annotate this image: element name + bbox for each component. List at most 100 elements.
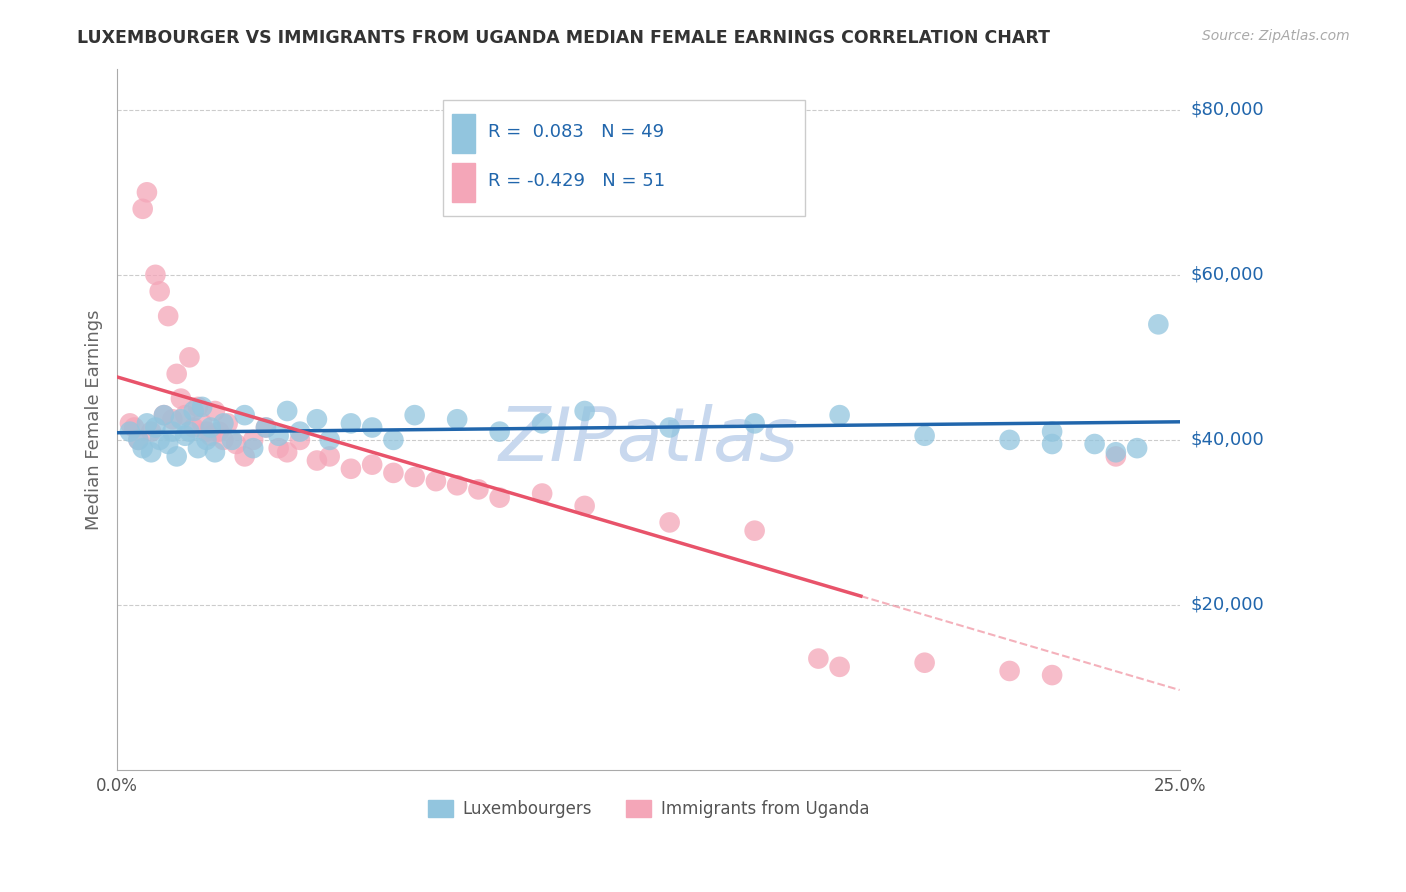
Text: R =  0.083   N = 49: R = 0.083 N = 49 (488, 123, 664, 141)
Point (998, 433, 1021, 447)
Point (153, 408, 176, 422)
Point (141, 425, 163, 439)
Point (157, 309, 180, 323)
Point (145, 420, 167, 434)
Point (254, 420, 277, 434)
Point (136, 186, 159, 200)
Point (233, 450, 256, 464)
Point (828, 660, 851, 674)
Point (118, 425, 141, 439)
Point (170, 412, 193, 426)
Text: $40,000: $40,000 (1191, 431, 1264, 449)
Text: $60,000: $60,000 (1191, 266, 1264, 284)
Point (208, 425, 231, 439)
Point (242, 433, 264, 447)
Point (118, 417, 141, 431)
Point (467, 483, 489, 497)
Point (183, 404, 205, 418)
Point (127, 433, 149, 447)
Point (658, 420, 681, 434)
Point (404, 408, 426, 422)
Point (914, 656, 936, 670)
Point (233, 408, 256, 422)
Point (531, 486, 554, 500)
Point (131, 441, 153, 455)
Point (225, 437, 247, 451)
Y-axis label: Median Female Earnings: Median Female Earnings (86, 309, 103, 530)
Point (174, 408, 197, 422)
Point (744, 417, 766, 431)
Point (131, 202, 153, 216)
Point (174, 429, 197, 443)
Point (276, 445, 298, 459)
Point (166, 450, 188, 464)
Point (1084, 437, 1107, 451)
Point (212, 433, 235, 447)
Point (242, 441, 264, 455)
Point (276, 404, 298, 418)
Text: LUXEMBOURGER VS IMMIGRANTS FROM UGANDA MEDIAN FEMALE EARNINGS CORRELATION CHART: LUXEMBOURGER VS IMMIGRANTS FROM UGANDA M… (77, 29, 1050, 47)
Point (122, 420, 145, 434)
Point (127, 433, 149, 447)
Point (195, 433, 218, 447)
Point (153, 408, 176, 422)
Text: R = -0.429   N = 51: R = -0.429 N = 51 (488, 172, 665, 190)
Point (658, 516, 681, 530)
Text: $80,000: $80,000 (1191, 101, 1264, 119)
Point (914, 429, 936, 443)
Point (574, 499, 596, 513)
Point (1105, 450, 1128, 464)
Point (195, 425, 218, 439)
Point (425, 474, 447, 488)
Point (288, 433, 311, 447)
Point (382, 466, 405, 480)
Point (531, 417, 554, 431)
Point (267, 441, 290, 455)
Point (183, 420, 205, 434)
Point (179, 351, 201, 365)
Point (1040, 668, 1063, 682)
Point (200, 420, 222, 434)
Point (361, 458, 384, 472)
Point (318, 433, 340, 447)
Point (340, 462, 363, 476)
Point (267, 429, 290, 443)
Point (166, 367, 188, 381)
Point (179, 425, 201, 439)
Point (1126, 441, 1149, 455)
Point (361, 420, 384, 434)
Point (488, 491, 510, 505)
Point (254, 420, 277, 434)
Point (217, 417, 239, 431)
Point (170, 392, 193, 406)
Point (305, 453, 328, 467)
Point (200, 429, 222, 443)
Point (157, 437, 180, 451)
Point (1105, 445, 1128, 459)
Point (1040, 425, 1063, 439)
Point (1040, 437, 1063, 451)
Point (828, 408, 851, 422)
Text: Source: ZipAtlas.com: Source: ZipAtlas.com (1202, 29, 1350, 44)
Point (305, 412, 328, 426)
Point (187, 441, 209, 455)
Legend: Luxembourgers, Immigrants from Uganda: Luxembourgers, Immigrants from Uganda (420, 793, 876, 825)
Point (288, 425, 311, 439)
FancyBboxPatch shape (443, 100, 804, 216)
Text: ZIPatlas: ZIPatlas (498, 404, 799, 476)
Point (145, 268, 167, 282)
Point (318, 450, 340, 464)
Point (162, 412, 184, 426)
Point (382, 433, 405, 447)
Point (998, 664, 1021, 678)
FancyBboxPatch shape (451, 163, 475, 202)
Point (340, 417, 363, 431)
Point (744, 524, 766, 538)
Point (162, 425, 184, 439)
Point (212, 417, 235, 431)
Point (574, 404, 596, 418)
Text: $20,000: $20,000 (1191, 596, 1264, 614)
Point (1147, 318, 1170, 332)
Point (446, 478, 468, 492)
Point (221, 433, 243, 447)
